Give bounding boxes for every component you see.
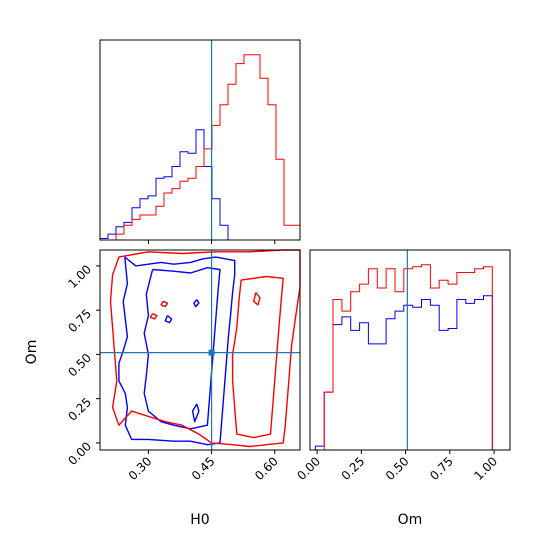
contour-y-ticks: 0.00 0.25 0.50 0.75 1.00 [65, 262, 100, 468]
contour-red-3 [231, 275, 284, 439]
contour-xtick-label-1: 0.45 [189, 454, 218, 483]
om-xtick-label-4: 1.00 [471, 454, 500, 483]
contour-blue-0 [118, 256, 236, 446]
contour-ytick-label-4: 1.00 [65, 262, 94, 291]
h0-om-contour-panel: 0.30 0.45 0.60 0.00 0.25 0.50 0.75 1.00 H0 Om [24, 249, 301, 528]
contour-xtick-label-2: 0.60 [252, 454, 281, 483]
om-histogram-frame [309, 249, 511, 451]
om-xtick-label-2: 0.50 [383, 454, 412, 483]
h0-histogram-marks [99, 54, 301, 241]
om-histogram-marks [314, 264, 502, 451]
om-hist-red-series [315, 264, 502, 451]
contour-marks [109, 249, 301, 448]
contour-ytick-label-2: 0.50 [65, 351, 94, 380]
h0-histogram-ticks [147, 240, 276, 244]
contour-ytick-label-1: 0.25 [65, 395, 94, 424]
om-xtick-label-3: 0.75 [427, 454, 456, 483]
om-histogram-ticks: 0.00 0.25 0.50 0.75 1.00 [294, 450, 500, 483]
contour-frame [99, 249, 301, 451]
h0-histogram-panel [99, 39, 301, 244]
contour-truth-marker [208, 349, 215, 356]
om-xtick-label-0: 0.00 [294, 454, 323, 483]
contour-blue-7 [164, 314, 173, 324]
om-xtick-label-1: 0.25 [339, 454, 368, 483]
contour-ytick-label-3: 0.75 [65, 306, 94, 335]
contour-red-6 [160, 300, 169, 308]
contour-blue-8 [193, 299, 200, 308]
h0-hist-blue-series [99, 129, 300, 241]
om-axis-label: Om [24, 340, 40, 365]
contour-blue-1 [143, 267, 221, 430]
h0-hist-red-series [100, 54, 301, 241]
contour-xtick-label-0: 0.30 [126, 454, 155, 483]
contour-red-4 [252, 292, 261, 306]
om-x-axis-label: Om [398, 512, 423, 528]
contour-red-5 [149, 313, 158, 320]
contour-blue-9 [191, 403, 200, 423]
contour-x-ticks: 0.30 0.45 0.60 [126, 450, 281, 483]
om-histogram-panel: 0.00 0.25 0.50 0.75 1.00 Om [294, 249, 511, 528]
om-hist-blue-series [314, 295, 502, 451]
h0-axis-label: H0 [190, 512, 209, 528]
contour-ytick-label-0: 0.00 [65, 439, 94, 468]
h0-histogram-frame [99, 39, 301, 241]
